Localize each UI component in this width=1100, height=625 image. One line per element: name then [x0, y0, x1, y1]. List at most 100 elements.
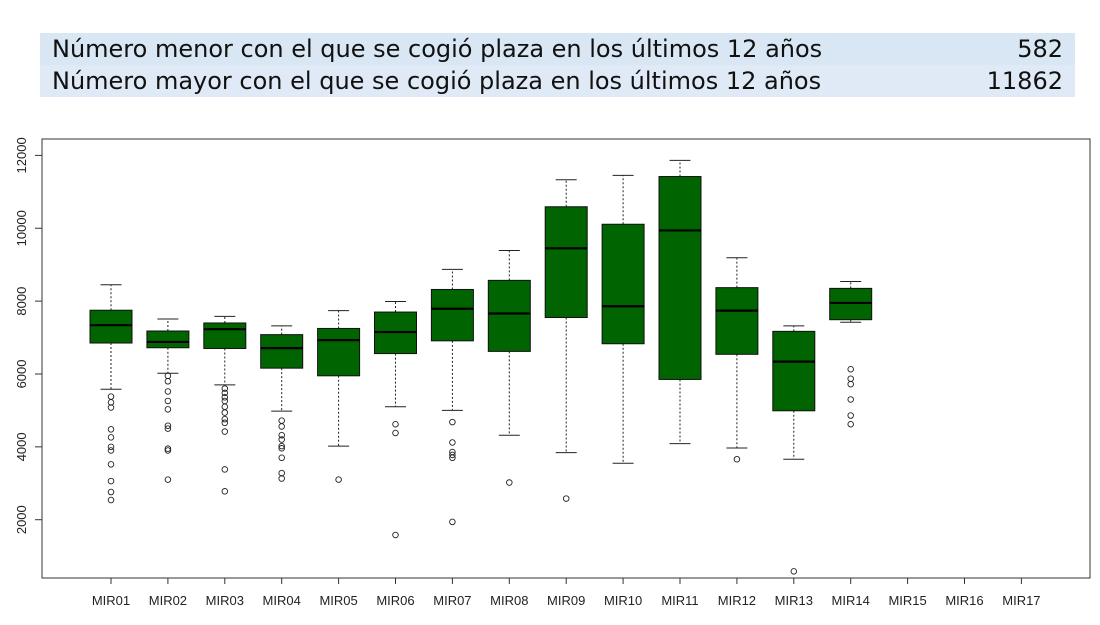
outlier-point	[221, 385, 229, 392]
y-tick-label: 6000	[14, 360, 29, 389]
y-tick-label: 8000	[14, 287, 29, 316]
outlier-point	[221, 394, 229, 401]
summary-label-max: Número mayor con el que se cogió plaza e…	[52, 67, 822, 95]
outlier-point	[221, 389, 229, 397]
outlier-point	[278, 469, 285, 477]
outlier-point	[335, 476, 342, 483]
summary-value-max: 11862	[986, 67, 1063, 95]
outlier-point	[164, 445, 172, 452]
outlier-point	[392, 421, 399, 428]
box-mir03	[203, 322, 247, 349]
outlier-point	[278, 431, 285, 439]
outlier-point	[449, 518, 456, 526]
box-mir08	[487, 279, 531, 352]
outlier-point	[847, 375, 854, 382]
x-tick-label: MIR12	[718, 593, 756, 608]
x-tick-label: MIR13	[775, 593, 813, 608]
box-mir11	[658, 176, 702, 380]
x-tick-label: MIR08	[490, 593, 528, 608]
outlier-point	[107, 447, 115, 454]
outlier-point	[107, 443, 115, 451]
outlier-point	[449, 418, 456, 426]
outlier-point	[107, 496, 115, 504]
outlier-point	[506, 479, 513, 486]
box-mir07	[430, 288, 474, 342]
outlier-point	[107, 461, 115, 468]
outlier-point	[392, 429, 399, 437]
outlier-point	[221, 409, 229, 416]
outlier-point	[449, 451, 456, 459]
x-tick-label: MIR02	[149, 593, 187, 608]
y-tick-label: 10000	[14, 210, 29, 246]
outlier-point	[107, 393, 115, 400]
outlier-point	[449, 454, 456, 462]
summary-value-min: 582	[1017, 35, 1063, 63]
outlier-point	[847, 380, 854, 388]
summary-row-max: Número mayor con el que se cogió plaza e…	[40, 65, 1075, 97]
outlier-point	[221, 466, 229, 473]
summary-table: Número menor con el que se cogió plaza e…	[40, 33, 1075, 97]
x-tick-label: MIR04	[263, 593, 301, 608]
outlier-point	[107, 434, 115, 441]
outlier-point	[278, 445, 285, 452]
outlier-point	[562, 495, 570, 502]
outlier-point	[847, 365, 854, 373]
outlier-point	[164, 447, 172, 454]
outlier-point	[221, 397, 229, 405]
outlier-point	[107, 488, 115, 496]
x-tick-label: MIR05	[319, 593, 357, 608]
box-mir01	[89, 309, 133, 344]
outlier-point	[278, 417, 285, 424]
x-tick-label: MIR03	[206, 593, 244, 608]
outlier-point	[278, 454, 285, 462]
outlier-point	[164, 378, 172, 385]
outlier-point	[107, 426, 115, 433]
outlier-point	[164, 388, 172, 395]
x-tick-label: MIR11	[661, 593, 698, 608]
outlier-point	[847, 396, 854, 403]
x-tick-label: MIR01	[92, 593, 130, 608]
outlier-point	[164, 476, 172, 483]
box-mir12	[715, 287, 759, 355]
outlier-point	[392, 531, 399, 539]
outlier-point	[847, 412, 854, 419]
box-mir10	[601, 223, 645, 345]
outlier-point	[221, 403, 229, 411]
box-mir02	[146, 330, 190, 349]
outlier-point	[164, 406, 172, 413]
outlier-point	[164, 397, 172, 405]
x-tick-label: MIR17	[1002, 593, 1040, 608]
outlier-point	[221, 419, 229, 427]
outlier-point	[278, 475, 285, 482]
x-tick-label: MIR10	[604, 593, 642, 608]
box-mir05	[317, 327, 361, 377]
x-tick-label: MIR14	[832, 593, 870, 608]
y-tick-label: 4000	[14, 432, 29, 461]
outlier-point	[278, 423, 285, 430]
outlier-point	[449, 439, 456, 446]
box-mir13	[772, 330, 816, 412]
outlier-point	[790, 568, 798, 575]
summary-row-min: Número menor con el que se cogió plaza e…	[40, 33, 1075, 65]
outlier-point	[164, 372, 172, 380]
outlier-point	[847, 421, 854, 428]
x-tick-label: MIR16	[945, 593, 983, 608]
outlier-point	[164, 425, 172, 432]
outlier-point	[733, 455, 741, 463]
box-mir09	[544, 206, 588, 319]
x-tick-label: MIR09	[547, 593, 585, 608]
summary-label-min: Número menor con el que se cogió plaza e…	[52, 35, 823, 63]
outlier-point	[221, 428, 229, 435]
x-tick-label: MIR06	[376, 593, 414, 608]
outlier-point	[278, 442, 285, 450]
outlier-point	[278, 436, 285, 443]
x-tick-label: MIR15	[888, 593, 926, 608]
outlier-point	[107, 477, 115, 485]
y-tick-label: 2000	[14, 505, 29, 534]
y-tick-label: 12000	[14, 137, 29, 173]
outlier-point	[221, 488, 229, 495]
outlier-point	[221, 415, 229, 423]
outlier-point	[164, 422, 172, 429]
outlier-point	[107, 404, 115, 411]
